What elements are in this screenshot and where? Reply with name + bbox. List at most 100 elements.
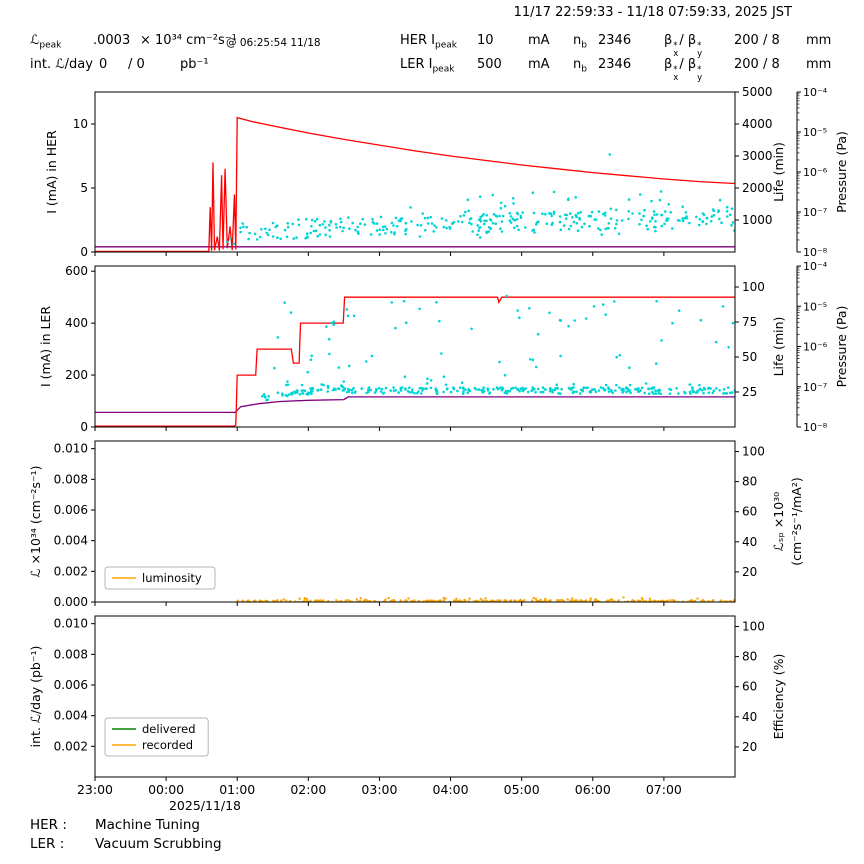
ler-beta-value: 200 / 8 [734, 57, 780, 72]
x-tick-label: 07:00 [646, 782, 682, 797]
y-tick-label: 0.000 [54, 595, 88, 609]
right-tick-label: 3000 [742, 149, 773, 163]
lum-peak-label: ℒpeak [30, 33, 61, 51]
ler-nb-value: 2346 [598, 57, 632, 72]
ler-ipeak-unit: mA [528, 57, 550, 72]
series-her-lifetime [226, 153, 735, 245]
pressure-axis-title: Pressure (Pa) [834, 131, 849, 213]
script-L-symbol: ℒ [30, 33, 40, 48]
y-tick-label: 0.008 [54, 647, 88, 661]
y-tick-label: 5 [80, 181, 88, 195]
series-ler-lifetime-scatter [273, 294, 735, 387]
y-tick-label: 0.006 [54, 503, 88, 517]
beta-supsub: * y [697, 41, 703, 59]
series-ler-pressure [95, 396, 735, 414]
right-axis-title: Life (min) [771, 317, 786, 377]
y-axis-title: I (mA) in LER [38, 306, 53, 387]
pressure-tick-label: 10⁻⁶ [803, 166, 828, 179]
her-series-layer [95, 116, 735, 252]
ring-name: HER [400, 33, 432, 48]
y-tick-label: 0.004 [54, 709, 88, 723]
beta-slash: / [679, 57, 684, 72]
pressure-tick-label: 10⁻⁸ [803, 421, 828, 434]
pressure-axis-title: Pressure (Pa) [834, 306, 849, 388]
right-tick-label: 50 [742, 350, 757, 364]
right-axis-title-2: (cm⁻²s⁻¹/mA²) [789, 477, 804, 565]
y-axis-title: ℒ ×10³⁴ (cm⁻²s⁻¹) [28, 466, 43, 578]
series-her-lifetime-spread [409, 190, 735, 239]
right-tick-label: 60 [742, 505, 757, 519]
right-tick-label: 1000 [742, 213, 773, 227]
ler-status-label: LER : [30, 836, 65, 852]
x-axis-date-label: 2025/11/18 [169, 798, 241, 813]
ler-series-layer [95, 294, 735, 427]
x-tick-label: 05:00 [504, 782, 540, 797]
pressure-tick-label: 10⁻⁶ [803, 341, 828, 354]
right-tick-label: 40 [742, 535, 757, 549]
right-tick-label: 2000 [742, 181, 773, 195]
int-lum-label: int. ℒ/day [30, 57, 93, 72]
current-sub: peak [432, 64, 455, 75]
her-ipeak-unit: mA [528, 33, 550, 48]
lum-peak-sub: peak [39, 40, 62, 51]
y-tick-label: 0.002 [54, 739, 88, 753]
current-sub: peak [435, 40, 457, 51]
her-status-value: Machine Tuning [95, 817, 200, 833]
y-tick-label: 0.010 [54, 442, 88, 456]
y-tick-label: 200 [65, 368, 88, 382]
x-tick-label: 02:00 [290, 782, 326, 797]
y-tick-label: 0 [80, 245, 88, 259]
her-beta-value: 200 / 8 [734, 33, 780, 48]
pressure-tick-label: 10⁻⁵ [803, 126, 827, 139]
nb-sub: b [581, 64, 587, 75]
right-tick-label: 20 [742, 740, 757, 754]
legend-label: luminosity [142, 571, 202, 585]
current-symbol: I [431, 33, 435, 48]
series-ler-lifetime-band [261, 384, 735, 402]
x-tick-label: 03:00 [361, 782, 397, 797]
ler-status-value: Vacuum Scrubbing [95, 836, 222, 852]
lum-peak-value: .0003 [93, 33, 131, 48]
ring-name: LER [400, 57, 429, 72]
integrated-luminosity-frame [94, 615, 736, 778]
legend-label: delivered [142, 722, 196, 736]
y-tick-label: 0.002 [54, 564, 88, 578]
beta-symbol: β [664, 33, 673, 48]
script-L-symbol: ℒ [55, 57, 65, 72]
y-tick-label: 10 [73, 117, 88, 131]
ler-beta-label: β * x / β * y [664, 57, 703, 82]
y-tick-label: 0 [80, 420, 88, 434]
y-tick-label: 0.004 [54, 534, 88, 548]
her-frame [94, 91, 736, 253]
pressure-tick-label: 10⁻⁴ [803, 86, 828, 99]
nb-symbol: n [573, 33, 582, 48]
beta-symbol: β [687, 33, 697, 48]
legend-box [104, 566, 216, 590]
series-luminosity-peaks [274, 596, 723, 602]
pressure-tick-label: 10⁻⁸ [803, 246, 828, 259]
right-tick-label: 100 [742, 280, 765, 294]
time-range-label: 11/17 22:59:33 - 11/18 07:59:33, 2025 JS… [513, 5, 792, 20]
x-tick-label: 01:00 [219, 782, 255, 797]
pressure-tick-label: 10⁻⁴ [803, 260, 828, 273]
right-axis-title: ℒₛₚ ×10³⁰ [771, 492, 786, 551]
x-tick-label: 00:00 [148, 782, 184, 797]
her-status-label: HER : [30, 817, 67, 833]
current-symbol: I [428, 57, 433, 72]
lum-peak-unit: × 10³⁴ cm⁻²s⁻¹ [140, 33, 237, 48]
right-tick-label: 80 [742, 475, 757, 489]
beta-symbol: β [664, 57, 673, 72]
right-tick-label: 80 [742, 650, 757, 664]
luminosity-frame [94, 440, 736, 603]
x-tick-label: 06:00 [575, 782, 611, 797]
series-her-current [95, 116, 735, 252]
nb-sub: b [581, 40, 587, 51]
right-axis-title: Efficiency (%) [771, 654, 786, 740]
beta-symbol: β [687, 57, 697, 72]
right-tick-label: 40 [742, 710, 757, 724]
ler-ipeak-label: LER Ipeak [400, 57, 454, 75]
y-tick-label: 0.006 [54, 678, 88, 692]
her-nb-label: nb [573, 33, 587, 51]
